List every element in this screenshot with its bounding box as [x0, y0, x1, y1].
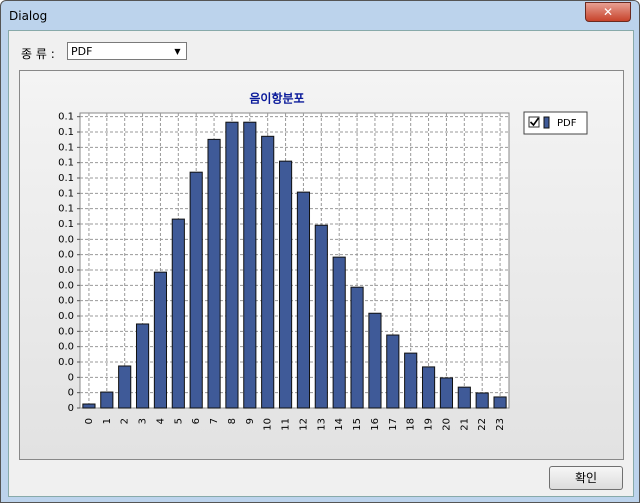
x-tick-label: 19 [424, 418, 435, 431]
bar [225, 121, 239, 409]
x-tick-label: 20 [441, 418, 452, 431]
bar [118, 365, 132, 409]
bar [439, 377, 454, 409]
type-label: 종 류 : [21, 47, 55, 61]
y-tick-label: 0.0 [58, 234, 74, 245]
bar [153, 271, 168, 409]
x-tick-label: 22 [477, 418, 488, 431]
x-tick-label: 8 [227, 418, 238, 424]
y-tick-label: 0.0 [58, 357, 74, 368]
bar [404, 352, 418, 409]
type-select[interactable]: PDF ▼ [67, 42, 187, 60]
bar [314, 224, 328, 409]
y-tick-label: 0 [68, 372, 74, 383]
y-tick-label: 0.0 [58, 250, 74, 261]
x-tick-label: 18 [406, 418, 417, 431]
bar [171, 218, 185, 409]
y-tick-label: 0.1 [58, 158, 74, 169]
bar [475, 392, 489, 409]
y-tick-label: 0.1 [58, 127, 74, 138]
x-tick-label: 6 [191, 418, 202, 424]
legend-checkbox[interactable] [528, 116, 540, 128]
legend-label: PDF [557, 118, 577, 129]
bar [386, 334, 400, 409]
x-tick-label: 13 [316, 418, 327, 431]
bar [82, 403, 96, 409]
x-tick-label: 21 [459, 418, 470, 431]
x-tick-label: 12 [298, 418, 309, 431]
y-tick-label: 0.1 [58, 188, 74, 199]
bar [457, 386, 471, 409]
select-value: PDF [71, 45, 93, 58]
y-tick-label: 0 [68, 403, 74, 414]
bar [296, 191, 311, 409]
x-tick-label: 14 [334, 418, 345, 431]
bar [332, 256, 346, 409]
y-tick-label: 0.1 [58, 112, 74, 123]
bar [207, 138, 221, 409]
close-button[interactable]: ✕ [585, 2, 631, 22]
x-tick-label: 16 [370, 418, 381, 431]
x-tick-label: 5 [173, 418, 184, 424]
x-tick-label: 7 [209, 418, 220, 424]
bar [100, 391, 114, 409]
x-tick-label: 15 [352, 418, 363, 431]
y-tick-label: 0.0 [58, 311, 74, 322]
x-tick-label: 1 [102, 418, 113, 424]
bar [493, 396, 507, 409]
bar [368, 312, 382, 409]
ok-button[interactable]: 확인 [549, 466, 623, 490]
y-tick-label: 0.1 [58, 173, 74, 184]
legend-swatch [543, 116, 550, 129]
bar [350, 286, 364, 409]
x-tick-label: 9 [245, 418, 256, 424]
legend-box [523, 111, 588, 135]
x-tick-label: 4 [155, 418, 166, 424]
y-tick-label: 0.1 [58, 219, 74, 230]
chart: 음이항분포 0 0 0 0.0 0.0 0.0 0.0 0.0 0.0 0.0 0.0 0.0 0.1 0… [19, 70, 624, 460]
y-tick-label: 0.0 [58, 296, 74, 307]
x-tick-label: 17 [388, 418, 399, 431]
y-tick-label: 0.0 [58, 342, 74, 353]
x-tick-label: 2 [120, 418, 131, 424]
y-tick-label: 0.1 [58, 204, 74, 215]
y-tick-label: 0.0 [58, 280, 74, 291]
window-title: Dialog [9, 9, 48, 23]
y-tick-label: 0.1 [58, 142, 74, 153]
client-area: 종 류 : PDF ▼ 음이항분포 0 0 0 0.0 0.0 0.0 0.0 0.0 0.0 0.… [8, 30, 634, 497]
x-tick-label: 3 [138, 418, 149, 424]
bar [278, 160, 293, 409]
y-tick-label: 0.0 [58, 265, 74, 276]
bar [135, 323, 150, 409]
bar [243, 121, 257, 409]
x-tick-label: 23 [495, 418, 506, 431]
check-mark [529, 117, 540, 127]
bar [421, 366, 436, 409]
plot-area [79, 112, 510, 409]
x-tick-label: 0 [84, 418, 95, 424]
chart-title: 음이항분포 [249, 91, 304, 106]
select-arrow[interactable]: ▼ [174, 47, 181, 56]
bar [261, 135, 275, 409]
y-tick-label: 0.0 [58, 326, 74, 337]
bar [189, 171, 203, 409]
x-tick-label: 10 [263, 418, 274, 431]
x-tick-label: 11 [281, 418, 292, 431]
y-tick-label: 0 [68, 388, 74, 399]
